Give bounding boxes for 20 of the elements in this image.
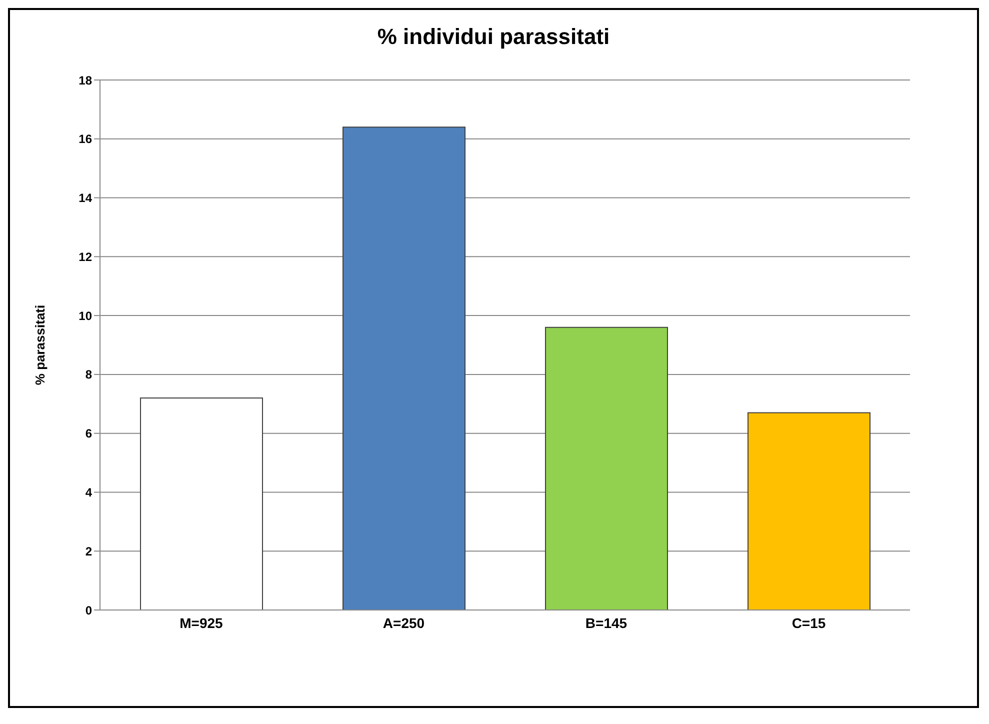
y-tick-label: 16 <box>78 132 92 146</box>
x-tick-label: A=250 <box>382 614 425 631</box>
bar <box>342 126 466 610</box>
y-axis-title: % parassitati <box>32 304 48 386</box>
y-tick-label: 18 <box>78 73 92 88</box>
chart-title: % individui parassitati <box>376 24 611 50</box>
x-tick-label: C=15 <box>792 614 826 631</box>
y-tick-label: 14 <box>78 191 92 206</box>
bar <box>545 326 668 610</box>
y-tick-label: 2 <box>85 544 92 558</box>
y-tick-label: 12 <box>78 250 92 264</box>
bar <box>140 398 263 610</box>
bar <box>748 412 870 610</box>
y-tick-label: 10 <box>78 308 92 323</box>
y-tick-label: 4 <box>85 485 92 500</box>
x-tick-label: B=145 <box>585 614 628 631</box>
x-tick-label: M=925 <box>180 614 224 631</box>
y-tick-label: 6 <box>85 426 92 441</box>
y-tick-label: 0 <box>85 603 92 618</box>
y-tick-label: 8 <box>85 368 92 382</box>
